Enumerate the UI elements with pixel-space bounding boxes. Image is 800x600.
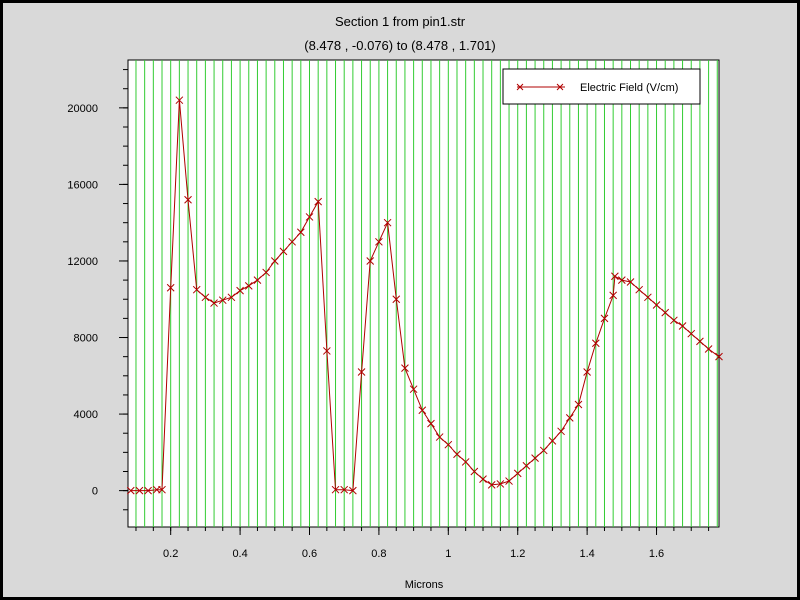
data-point <box>135 486 144 495</box>
data-point <box>704 345 713 353</box>
data-point <box>557 427 565 436</box>
data-point <box>262 268 270 277</box>
data-point <box>166 283 175 292</box>
data-point <box>184 195 192 204</box>
data-point <box>644 293 652 302</box>
data-point <box>175 96 184 105</box>
x-tick-label: 1 <box>445 548 451 560</box>
x-axis-label: Microns <box>405 579 444 591</box>
data-point <box>375 237 383 246</box>
y-tick-label: 8000 <box>74 333 98 345</box>
data-point <box>609 291 618 300</box>
y-tick-label: 16000 <box>67 179 98 191</box>
data-point <box>479 475 487 484</box>
data-point <box>539 446 548 455</box>
series-electric-field <box>126 96 723 495</box>
data-point <box>548 437 557 445</box>
data-point <box>383 218 392 227</box>
grid-lines <box>135 60 718 527</box>
data-point <box>126 486 135 495</box>
data-point <box>427 419 435 428</box>
data-point <box>236 286 244 295</box>
data-point <box>349 486 357 495</box>
axes: 0 4000 8000 12000 16000 20000 0.2 0.4 0.6 0.8 1 1.2… <box>67 69 710 560</box>
legend-entry-electric-field: Electric Field (V/cm) <box>580 82 678 94</box>
data-point <box>314 197 323 206</box>
data-point <box>401 364 409 372</box>
data-point <box>340 485 349 494</box>
x-tick-label: 1.6 <box>649 548 664 560</box>
data-point <box>670 316 678 325</box>
data-point <box>583 368 591 376</box>
data-point <box>227 293 236 302</box>
data-point <box>470 467 479 476</box>
data-point <box>715 352 723 361</box>
data-point <box>253 276 262 284</box>
x-tick-label: 1.2 <box>510 548 525 560</box>
x-tick-label: 0.8 <box>371 548 386 560</box>
data-point <box>531 454 539 462</box>
x-tick-label: 0.6 <box>302 548 317 560</box>
data-point <box>444 440 453 449</box>
data-point <box>661 308 670 317</box>
data-point <box>158 485 166 494</box>
data-point <box>435 433 444 441</box>
data-point <box>487 481 496 489</box>
data-point <box>201 293 210 302</box>
data-point <box>626 278 635 286</box>
chart-subtitle: (8.478 , -0.076) to (8.478 , 1.701) <box>304 38 496 53</box>
data-point <box>505 477 513 485</box>
data-point <box>409 385 418 394</box>
data-point <box>331 485 340 494</box>
data-point <box>144 486 152 495</box>
data-point <box>600 314 609 323</box>
data-point <box>574 400 583 409</box>
data-point <box>418 406 427 415</box>
data-point <box>322 347 331 355</box>
data-point <box>687 329 696 338</box>
data-point <box>461 458 470 466</box>
x-tick-label: 1.4 <box>579 548 594 560</box>
data-point <box>453 450 461 459</box>
x-tick-label: 0.2 <box>163 548 178 560</box>
y-tick-label: 20000 <box>67 103 98 115</box>
data-point <box>565 414 574 422</box>
data-point <box>696 337 704 346</box>
data-point <box>617 276 626 284</box>
data-point <box>244 281 253 290</box>
series-line <box>130 100 720 492</box>
data-point <box>218 296 227 305</box>
x-tick-label: 0.4 <box>232 548 247 560</box>
data-point <box>288 237 297 246</box>
legend: Electric Field (V/cm) <box>502 68 701 105</box>
data-point <box>392 295 401 304</box>
chart-title: Section 1 from pin1.str <box>335 14 466 29</box>
plot-area <box>127 59 720 528</box>
data-point <box>522 461 531 470</box>
data-point <box>366 257 375 265</box>
data-point <box>357 368 366 376</box>
y-tick-label: 0 <box>92 486 98 498</box>
data-point <box>652 301 661 309</box>
y-tick-label: 4000 <box>74 409 98 421</box>
data-point <box>210 299 218 307</box>
data-point <box>496 480 505 488</box>
data-point <box>611 272 619 281</box>
legend-marker <box>516 83 524 91</box>
data-point <box>678 322 687 330</box>
data-point <box>270 257 279 265</box>
data-point <box>279 247 288 256</box>
data-point <box>305 213 314 221</box>
data-point <box>513 469 522 478</box>
y-tick-label: 12000 <box>67 256 98 268</box>
data-point <box>635 285 644 294</box>
data-point <box>192 285 201 294</box>
data-point <box>591 339 600 348</box>
legend-marker <box>556 83 564 91</box>
data-point <box>296 228 305 237</box>
